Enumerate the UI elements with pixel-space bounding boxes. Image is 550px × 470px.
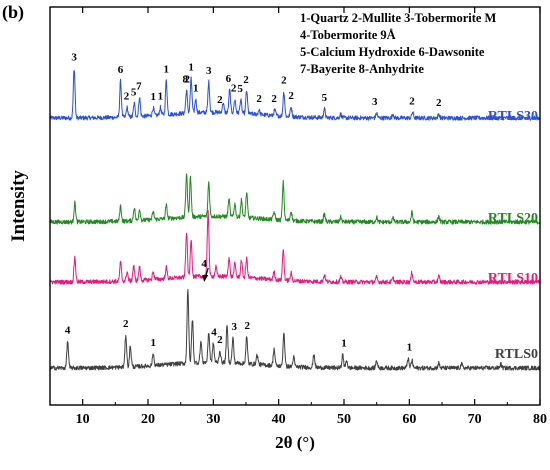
peak-marker: 2 [243, 74, 249, 86]
peak-marker: 3 [231, 321, 237, 333]
peak-marker: 1 [407, 341, 413, 353]
peak-marker: 2 [409, 95, 415, 107]
peak-marker: 8 [182, 73, 188, 85]
x-tick-label: 40 [272, 412, 286, 427]
peak-marker: 6 [118, 64, 124, 76]
series-label-RTLS20: RTLS20 [488, 211, 538, 226]
peak-arrow-head [202, 275, 209, 282]
x-tick-label: 10 [76, 412, 90, 427]
peak-marker: 6 [226, 73, 232, 85]
series-label-RTLS30: RTLS30 [488, 109, 538, 124]
peak-marker: 2 [123, 318, 129, 330]
x-tick-label: 30 [206, 412, 220, 427]
peak-marker: 1 [150, 337, 156, 349]
peak-marker: 3 [206, 65, 212, 77]
peak-marker: 1 [341, 338, 347, 350]
peak-marker: 1 [164, 63, 170, 75]
peak-marker: 2 [288, 90, 294, 102]
x-axis-label: 2θ (°) [275, 433, 315, 452]
peak-marker: 2 [271, 93, 277, 105]
peak-marker: 4 [201, 258, 207, 270]
series-line-RTLS10 [49, 209, 541, 285]
peak-marker: 7 [136, 80, 142, 92]
plot-frame [49, 6, 541, 406]
series-line-RTLS20 [49, 173, 541, 225]
peak-marker: 1 [150, 91, 156, 103]
axis-group: 10 20 30 40 50 60 70 80 2θ (°) Intensity [8, 6, 547, 452]
peak-marker: 4 [65, 324, 71, 336]
peak-marker: 5 [237, 83, 243, 95]
series-group: RTLS30 RTLS20 RTLS10 RTLS0 [49, 70, 541, 371]
peak-marker: 2 [124, 91, 130, 103]
peak-marker: 5 [131, 86, 137, 98]
series-line-RTLS0 [49, 288, 541, 371]
x-tick-label: 20 [141, 412, 155, 427]
peak-marker: 2 [217, 334, 223, 346]
series-line-RTLS30 [49, 70, 541, 121]
peak-marker: 2 [281, 75, 287, 87]
peak-marker: 1 [193, 82, 199, 94]
phase-legend: 1-Quartz 2-Mullite 3-Tobermorite M 4-Tobe… [300, 11, 497, 76]
peak-marker: 1 [158, 90, 164, 102]
legend-line: 5-Calcium Hydroxide 6-Dawsonite [300, 45, 485, 59]
peak-marker: 1 [188, 62, 194, 74]
legend-line: 7-Bayerite 8-Anhydrite [300, 62, 424, 76]
x-tick-label: 60 [402, 412, 416, 427]
peak-marker: 2 [256, 93, 262, 105]
legend-line: 1-Quartz 2-Mullite 3-Tobermorite M [300, 11, 497, 25]
peak-marker: 2 [231, 83, 237, 95]
x-tick-label: 50 [337, 412, 351, 427]
legend-line: 4-Tobermorite 9Å [300, 28, 396, 42]
x-tick-label: 80 [533, 412, 547, 427]
peak-marker: 2 [245, 320, 251, 332]
peak-marker: 5 [322, 92, 328, 104]
y-axis-label: Intensity [8, 170, 29, 242]
panel-label: (b) [2, 2, 24, 22]
peak-marker: 3 [71, 52, 77, 64]
peak-marker: 2 [217, 94, 223, 106]
peak-marker: 2 [436, 97, 442, 109]
peak-marker: 4 [211, 326, 217, 338]
peak-marker: 3 [372, 96, 378, 108]
x-tick-label: 70 [468, 412, 482, 427]
series-label-RTLS0: RTLS0 [495, 347, 538, 362]
peak-marker: 2 [184, 73, 190, 85]
series-label-RTLS10: RTLS10 [488, 271, 538, 286]
